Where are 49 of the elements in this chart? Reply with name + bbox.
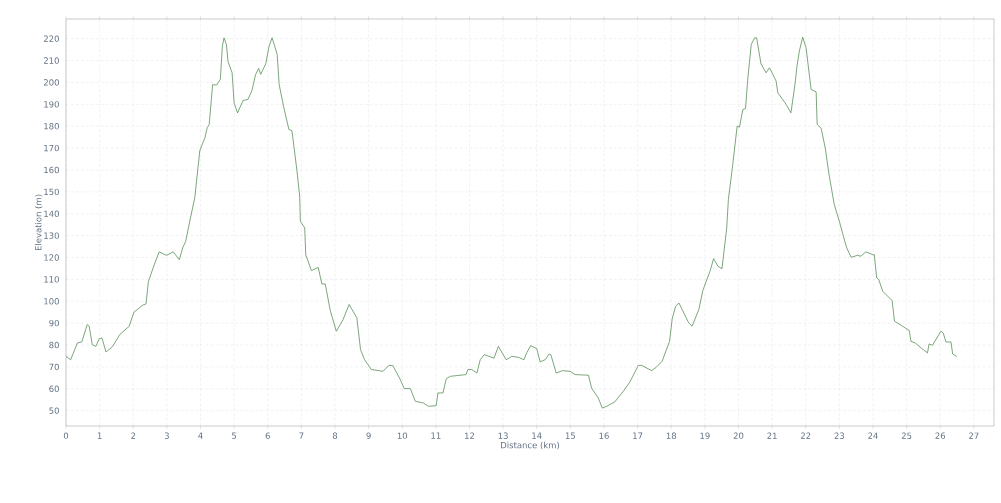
- x-tick-label: 26: [935, 432, 946, 439]
- x-tick-label: 10: [397, 432, 408, 439]
- y-tick-label: 190: [44, 101, 59, 108]
- y-tick-label: 70: [49, 363, 59, 371]
- y-tick-label: 60: [49, 385, 59, 393]
- y-tick-label: 80: [49, 341, 59, 349]
- x-tick-label: 18: [666, 432, 677, 439]
- y-tick-label: 210: [43, 57, 59, 64]
- y-tick-label: 130: [44, 232, 59, 239]
- x-tick-label: 6: [265, 432, 270, 439]
- y-tick-label: 160: [44, 166, 59, 174]
- x-tick-label: 23: [834, 432, 845, 439]
- x-tick-label: 1: [97, 432, 102, 439]
- x-tick-label: 14: [532, 432, 542, 439]
- x-axis-title: Distance (km): [501, 441, 560, 450]
- x-tick-label: 16: [599, 432, 609, 439]
- x-tick-label: 24: [868, 432, 878, 439]
- x-tick-label: 13: [498, 432, 508, 439]
- y-tick-label: 110: [44, 276, 59, 283]
- x-tick-label: 20: [733, 432, 744, 439]
- y-tick-label: 100: [44, 298, 59, 305]
- y-axis-title: Elevation (m): [34, 194, 43, 251]
- x-tick-label: 25: [901, 432, 912, 439]
- x-tick-label: 2: [131, 432, 136, 439]
- y-tick-label: 90: [49, 319, 59, 327]
- x-tick-label: 9: [366, 432, 371, 439]
- line-series: [66, 36, 958, 409]
- x-tick-label: 7: [299, 432, 304, 439]
- y-tick-label: 120: [44, 254, 59, 261]
- x-tick-label: 15: [565, 432, 575, 439]
- x-tick-label: 11: [431, 432, 441, 439]
- y-tick-label: 170: [44, 144, 59, 152]
- x-tick-label: 3: [164, 432, 169, 439]
- y-tick-label: 150: [44, 188, 59, 196]
- y-tick-label: 180: [44, 123, 59, 130]
- x-tick-label: 8: [332, 432, 338, 439]
- x-tick-label: 4: [198, 432, 203, 439]
- y-tick-label: 50: [49, 407, 59, 414]
- x-tick-label: 0: [63, 432, 69, 439]
- x-tick-label: 19: [700, 432, 710, 439]
- x-tick-label: 12: [465, 432, 475, 439]
- x-tick-label: 22: [800, 432, 811, 439]
- y-tick-label: 140: [44, 210, 59, 217]
- y-tick-label: 200: [43, 79, 59, 86]
- x-tick-label: 27: [969, 432, 979, 439]
- y-tick-label: 220: [43, 35, 59, 42]
- x-tick-label: 17: [633, 432, 643, 439]
- x-tick-label: 21: [767, 432, 777, 439]
- x-tick-label: 5: [232, 432, 237, 439]
